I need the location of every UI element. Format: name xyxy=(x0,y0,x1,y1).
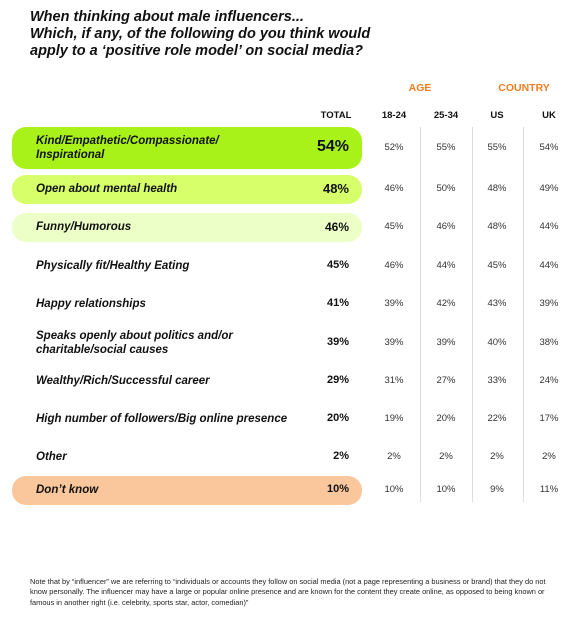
total-value: 46% xyxy=(324,219,349,234)
row-label: Funny/Humorous xyxy=(36,220,316,234)
total-value: 54% xyxy=(316,138,349,156)
total-value: 48% xyxy=(322,180,349,196)
cell-value: 46% xyxy=(384,260,404,271)
column-header-total: TOTAL xyxy=(320,110,352,121)
title-line: Which, if any, of the following do you t… xyxy=(30,26,371,42)
row-label: High number of followers/Big online pres… xyxy=(36,412,316,426)
total-value: 2% xyxy=(333,450,349,463)
cell-value: 39% xyxy=(436,337,456,348)
row-label: Don’t know xyxy=(36,483,316,497)
row-highlight xyxy=(12,127,362,169)
cell-value: 27% xyxy=(436,375,456,386)
cell-value: 40% xyxy=(487,337,507,348)
row-label-line: Happy relationships xyxy=(36,298,146,310)
row-label-line: Speaks openly about politics and/or xyxy=(36,330,233,342)
cell-value: 10% xyxy=(436,484,456,495)
cell-value: 39% xyxy=(384,298,404,309)
column-header-18-24: 18-24 xyxy=(381,110,407,121)
cell-value: 44% xyxy=(436,260,456,271)
cell-value: 55% xyxy=(436,142,456,153)
row-label: Kind/Empathetic/Compassionate/Inspiratio… xyxy=(36,134,316,162)
cell-value: 31% xyxy=(384,375,404,386)
group-header-age: AGE xyxy=(408,82,432,94)
cell-value: 54% xyxy=(539,142,559,153)
total-value: 29% xyxy=(326,374,349,387)
row-label: Wealthy/Rich/Successful career xyxy=(36,374,316,388)
cell-value: 45% xyxy=(487,260,507,271)
cell-value: 2% xyxy=(542,451,556,462)
group-header-country: COUNTRY xyxy=(498,82,550,94)
row-label-line: Inspirational xyxy=(36,149,105,161)
cell-value: 49% xyxy=(539,183,559,194)
cell-value: 17% xyxy=(539,413,559,424)
cell-value: 55% xyxy=(487,142,507,153)
cell-value: 44% xyxy=(539,260,559,271)
cell-value: 46% xyxy=(384,183,404,194)
cell-value: 9% xyxy=(490,484,504,495)
row-highlight xyxy=(12,175,362,204)
cell-value: 48% xyxy=(487,183,507,194)
cell-value: 38% xyxy=(539,337,559,348)
row-label: Other xyxy=(36,450,316,464)
cell-value: 2% xyxy=(490,451,504,462)
title-line: When thinking about male influencers... xyxy=(30,9,304,25)
cell-value: 46% xyxy=(436,221,456,232)
chart-title: When thinking about male influencers... … xyxy=(30,9,550,60)
column-divider xyxy=(523,127,524,502)
cell-value: 43% xyxy=(487,298,507,309)
cell-value: 48% xyxy=(487,221,507,232)
column-header-uk: UK xyxy=(542,110,556,121)
cell-value: 33% xyxy=(487,375,507,386)
total-value: 10% xyxy=(326,483,349,496)
cell-value: 42% xyxy=(436,298,456,309)
row-label: Happy relationships xyxy=(36,297,316,311)
row-highlight xyxy=(12,476,362,505)
cell-value: 10% xyxy=(384,484,404,495)
column-divider xyxy=(420,127,421,502)
column-header-25-34: 25-34 xyxy=(433,110,459,121)
total-value: 20% xyxy=(326,412,349,425)
cell-value: 45% xyxy=(384,221,404,232)
column-divider xyxy=(472,127,473,502)
row-label: Physically fit/Healthy Eating xyxy=(36,259,316,273)
row-label-line: Other xyxy=(36,451,67,463)
cell-value: 2% xyxy=(439,451,453,462)
cell-value: 22% xyxy=(487,413,507,424)
row-label-line: Wealthy/Rich/Successful career xyxy=(36,375,210,387)
cell-value: 11% xyxy=(539,484,559,495)
total-value: 39% xyxy=(326,336,349,349)
row-label-line: charitable/social causes xyxy=(36,344,169,356)
title-line: apply to a ‘positive role model’ on soci… xyxy=(30,43,364,59)
cell-value: 2% xyxy=(387,451,401,462)
row-label-line: Open about mental health xyxy=(36,183,178,195)
cell-value: 50% xyxy=(436,183,456,194)
row-highlight xyxy=(12,213,362,242)
cell-value: 39% xyxy=(384,337,404,348)
cell-value: 52% xyxy=(384,142,404,153)
total-value: 41% xyxy=(326,297,349,310)
cell-value: 20% xyxy=(436,413,456,424)
total-value: 45% xyxy=(326,259,349,272)
row-label: Speaks openly about politics and/or chari… xyxy=(36,329,316,357)
cell-value: 19% xyxy=(384,413,404,424)
row-label-line: High number of followers/Big online pres… xyxy=(36,413,288,425)
footnote: Note that by “influencer” we are referri… xyxy=(30,577,546,607)
row-label-line: Funny/Humorous xyxy=(36,221,132,233)
cell-value: 39% xyxy=(539,298,559,309)
cell-value: 24% xyxy=(539,375,559,386)
row-label-line: Physically fit/Healthy Eating xyxy=(36,260,190,272)
row-label: Open about mental health xyxy=(36,182,316,196)
cell-value: 44% xyxy=(539,221,559,232)
row-label-line: Kind/Empathetic/Compassionate/ xyxy=(36,135,219,147)
column-header-us: US xyxy=(490,110,504,121)
row-label-line: Don’t know xyxy=(36,484,99,496)
